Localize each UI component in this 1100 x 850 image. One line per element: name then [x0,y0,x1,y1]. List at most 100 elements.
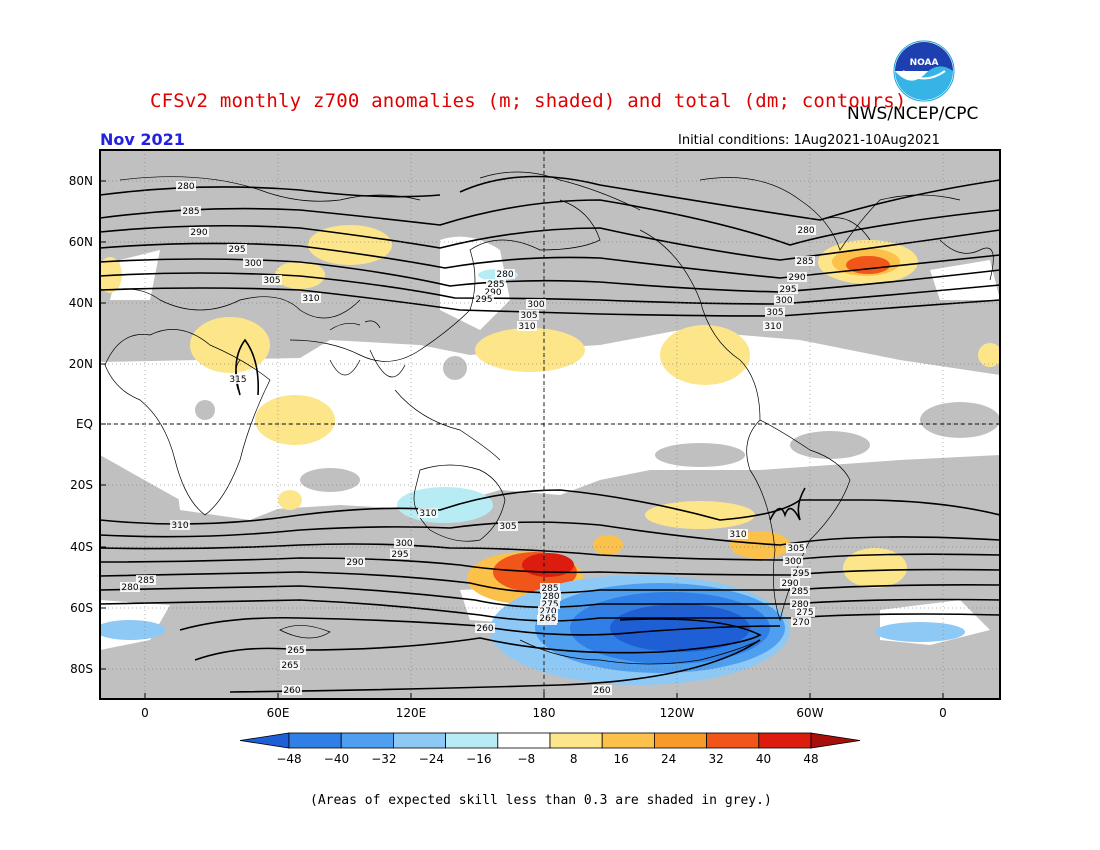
contour-label: 290 [484,288,501,298]
contour-label-bg [786,543,806,553]
colorbar-tick-label: −16 [466,752,491,766]
contour-label: 310 [729,530,746,540]
coastlines [104,171,994,665]
lat-label: 60S [70,601,93,615]
colorbar-tick-label: −8 [517,752,535,766]
colorbar-tick-label: −24 [419,752,444,766]
lat-label: 80N [69,174,93,188]
contour-label-bg [120,582,140,592]
contour-label: 275 [796,608,813,618]
colorbar-tick-label: 16 [614,752,629,766]
contour-label-bg [486,279,506,289]
contour-label-bg [136,575,156,585]
agency-label: NWS/NCEP/CPC [847,104,979,124]
contour-label-bg [475,623,495,633]
colorbar-tick-label: −40 [324,752,349,766]
contour-label: 290 [788,273,805,283]
contour-label: 280 [791,600,808,610]
contour-label-bg [170,520,190,530]
contour-label-bg [774,295,794,305]
contour-label: 300 [395,539,412,549]
contour-label-bg [783,556,803,566]
lon-label: 120W [660,706,695,720]
contour-label: 315 [229,375,246,385]
forecast-month: Nov 2021 [100,130,185,149]
colorbar-tick-label: −32 [371,752,396,766]
contour-label-bg [796,225,816,235]
colorbar-bin [654,732,708,749]
contour-label-bg [390,549,410,559]
contour-label-bg [538,606,558,616]
contour-label: 295 [779,285,796,295]
contour-label: 310 [419,509,436,519]
lon-label: 120E [396,706,427,720]
contour-label-bg [517,321,537,331]
contour-label-bg [787,272,807,282]
colorbar-tick-label: 24 [661,752,676,766]
contour-label: 280 [121,583,138,593]
contour-label: 280 [797,226,814,236]
contour-label-bg [483,287,503,297]
lat-label: 80S [70,662,93,676]
contour-label: 260 [593,686,610,696]
contour-label-bg [795,607,815,617]
colorbar-tick-label: −48 [276,752,301,766]
contour-label-bg [763,321,783,331]
contour-label: 310 [518,322,535,332]
contour-label-bg [228,374,248,384]
contour-label: 260 [476,624,493,634]
contour-label-bg [538,613,558,623]
contour-label-bg [280,660,300,670]
contour-label: 310 [302,294,319,304]
contour-label: 270 [539,607,556,617]
contour-label-bg [790,586,810,596]
contour-label: 295 [228,245,245,255]
contour-label: 275 [541,600,558,610]
colorbar-tick-label: 48 [803,752,818,766]
contour-label-bg [227,244,247,254]
initial-conditions: Initial conditions: 1Aug2021-10Aug2021 [678,133,940,148]
lon-label: 60E [267,706,290,720]
contour-label: 305 [520,311,537,321]
contour-label-bg [795,256,815,266]
contour-label: 285 [541,584,558,594]
contour-label-bg [592,685,612,695]
contour-label-bg [262,275,282,285]
contour-label-bg [286,645,306,655]
lat-label: 40N [69,296,93,310]
contour-label-bg [243,258,263,268]
contour-label: 280 [177,182,194,192]
contour-label: 280 [496,270,513,280]
colorbar-bin [445,732,499,749]
contour-label-bg [780,578,800,588]
contour-label-bg [181,206,201,216]
colorbar-bin [288,732,342,749]
contour-label: 265 [539,614,556,624]
contour-label: 300 [784,557,801,567]
contour-label-bg [791,568,811,578]
contour-label: 290 [346,558,363,568]
lon-label: 180 [533,706,556,720]
contour-label-bg [519,310,539,320]
colorbar-tick-label: 8 [570,752,578,766]
contour-label-bg [790,599,810,609]
contour-label: 305 [787,544,804,554]
contour-label: 285 [487,280,504,290]
latitude-labels: 80N 60N 40N 20N EQ 20S 40S 60S 80S [69,174,106,676]
contour-label-bg [541,591,561,601]
contour-label-bg [498,521,518,531]
contour-label-bg [301,293,321,303]
contour-label: 285 [796,257,813,267]
colorbar-bin [392,732,446,749]
contour-label: 305 [766,308,783,318]
contour-label-bg [189,227,209,237]
contour-label-bg [526,299,546,309]
contour-label: 310 [171,521,188,531]
contour-label: 300 [527,300,544,310]
contour-label-bg [176,181,196,191]
lat-label: 20N [69,357,93,371]
longitude-labels: 0 60E 120E 180 120W 60W 0 [141,693,947,720]
colorbar-tick-label: 40 [756,752,771,766]
contour-label-bg [765,307,785,317]
